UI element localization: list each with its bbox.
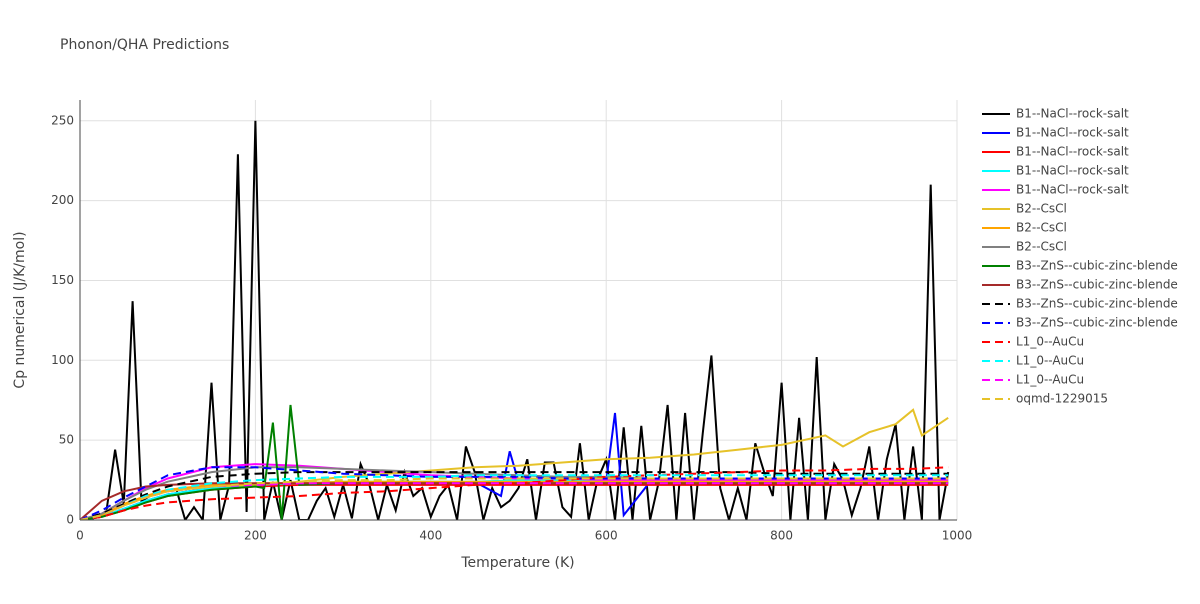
grid (79, 100, 958, 521)
series-line (80, 408, 949, 520)
x-tick-label: 800 (770, 529, 793, 543)
legend-label: L1_0--AuCu (1016, 373, 1084, 387)
legend-label: B3--ZnS--cubic-zinc-blende (1016, 316, 1178, 330)
legend-label: B1--NaCl--rock-salt (1016, 183, 1129, 197)
x-tick-label: 0 (76, 529, 84, 543)
plot-area (80, 120, 950, 520)
legend-label: B3--ZnS--cubic-zinc-blende (1016, 278, 1178, 292)
legend-label: B2--CsCl (1016, 240, 1067, 254)
legend-label: B1--NaCl--rock-salt (1016, 126, 1129, 140)
series-line (80, 474, 949, 520)
y-tick-label: 200 (51, 193, 74, 207)
legend-label: B3--ZnS--cubic-zinc-blende (1016, 259, 1178, 273)
series-line (80, 466, 949, 520)
series-line (80, 120, 950, 520)
series-line (80, 477, 949, 520)
legend-label: B1--NaCl--rock-salt (1016, 107, 1129, 121)
y-axis-label: Cp numerical (J/K/mol) (12, 231, 28, 388)
y-tick-label: 250 (51, 113, 74, 127)
legend-label: B3--ZnS--cubic-zinc-blende (1016, 297, 1178, 311)
y-tick-label: 50 (59, 433, 74, 447)
legend-label: B1--NaCl--rock-salt (1016, 145, 1129, 159)
legend-label: L1_0--AuCu (1016, 354, 1084, 368)
y-tick-label: 100 (51, 353, 74, 367)
x-tick-label: 1000 (942, 529, 973, 543)
x-axis-label: Temperature (K) (460, 555, 574, 571)
series-line (80, 404, 949, 520)
x-tick-label: 400 (419, 529, 442, 543)
legend: B1--NaCl--rock-salt B1--NaCl--rock-salt B1… (982, 107, 1178, 406)
legend-label: L1_0--AuCu (1016, 335, 1084, 349)
legend-label: B2--CsCl (1016, 221, 1067, 235)
chart-title: Phonon/QHA Predictions (60, 37, 229, 53)
x-tick-label: 600 (595, 529, 618, 543)
y-tick-label: 0 (66, 513, 74, 527)
legend-label: B2--CsCl (1016, 202, 1067, 216)
legend-label: oqmd-1229015 (1016, 392, 1108, 406)
x-tick-label: 200 (244, 529, 267, 543)
legend-label: B1--NaCl--rock-salt (1016, 164, 1129, 178)
y-tick-label: 150 (51, 273, 74, 287)
